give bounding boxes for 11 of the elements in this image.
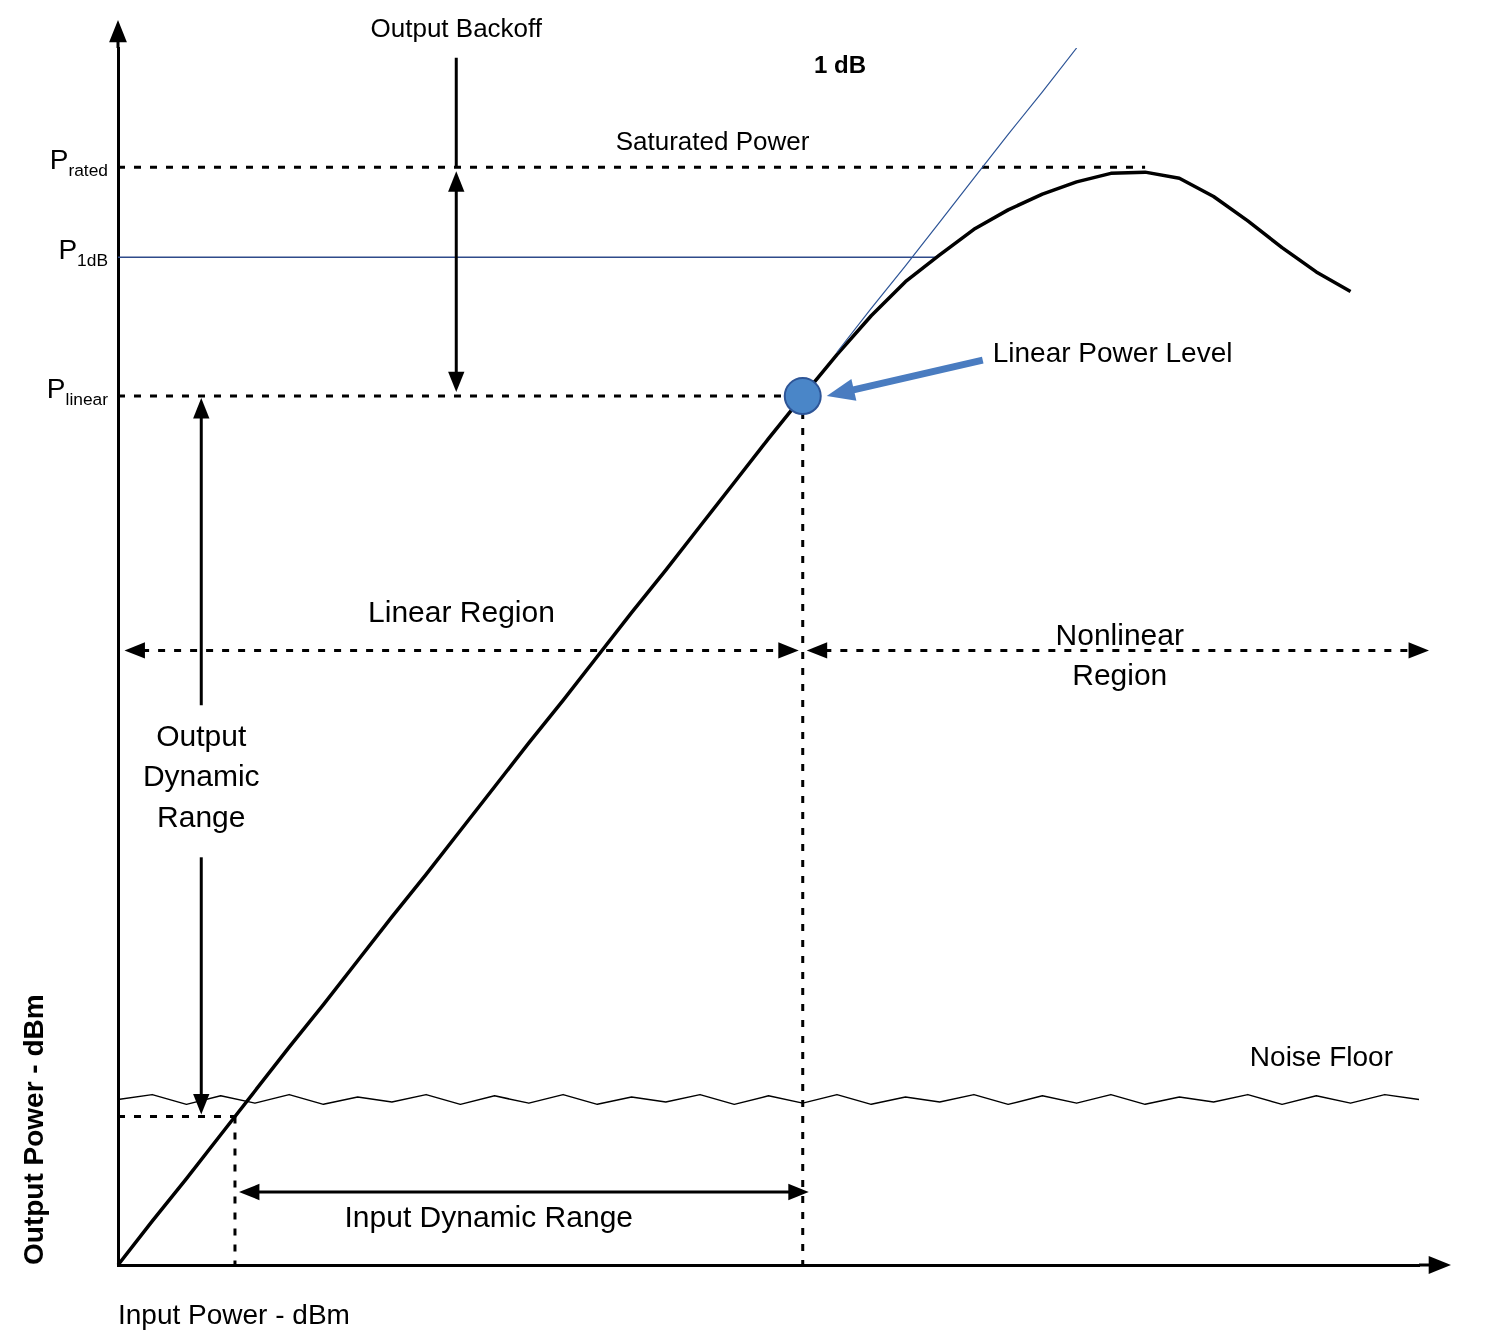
- annotation: Linear Region: [368, 595, 555, 629]
- annotation: Linear Power Level: [992, 336, 1233, 368]
- annotation: Input Dynamic Range: [344, 1200, 634, 1234]
- annotation: 1 dB: [814, 50, 867, 78]
- y-axis-title: Output Power - dBm: [17, 994, 49, 1265]
- annotation: Output Dynamic Range: [142, 718, 260, 833]
- annotation: Noise Floor: [1249, 1040, 1394, 1072]
- annotation: Nonlinear Region: [1055, 617, 1184, 692]
- annotation: Saturated Power: [615, 126, 810, 157]
- text: Output Backoff: [370, 12, 543, 43]
- x-axis-title: Input Power - dBm: [118, 1298, 350, 1330]
